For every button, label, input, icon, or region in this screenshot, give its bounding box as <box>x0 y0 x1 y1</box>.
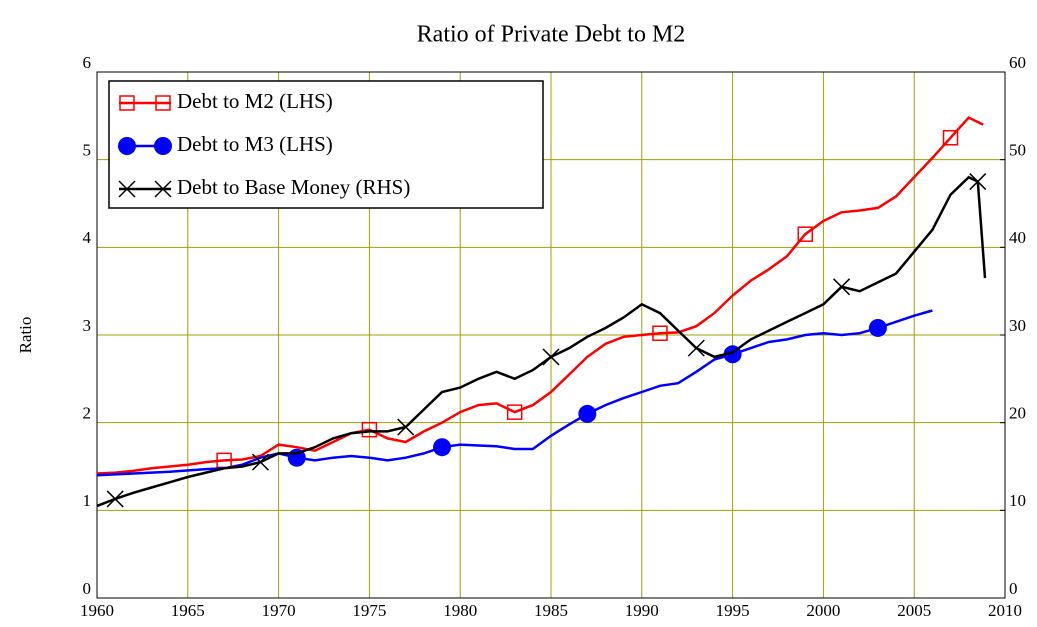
plot-frame <box>96 71 1006 599</box>
marker <box>542 348 560 366</box>
marker <box>118 180 136 198</box>
y2-tick-label: 50 <box>1009 141 1026 160</box>
y2-tick-label: 0 <box>1009 579 1018 598</box>
marker <box>119 95 135 111</box>
legend: Debt to M2 (LHS) Debt to M3 (LHS) Debt to … <box>108 80 544 209</box>
y-axis-label: Ratio <box>16 317 35 354</box>
marker <box>154 137 172 155</box>
series-line <box>96 116 984 475</box>
marker <box>106 490 124 508</box>
marker <box>942 130 959 146</box>
y2-tick-label: 40 <box>1009 228 1026 247</box>
y-tick-label: 4 <box>83 228 92 247</box>
x-tick-label: 1995 <box>716 601 750 620</box>
y-tick-label: 3 <box>83 316 92 335</box>
marker <box>155 95 171 111</box>
marker <box>797 226 813 242</box>
y-tick-label: 1 <box>83 491 92 510</box>
legend-label: Debt to M3 (LHS) <box>177 132 333 156</box>
chart-title: Ratio of Private Debt to M2 <box>417 22 686 48</box>
marker <box>154 180 172 198</box>
legend-box <box>108 80 544 209</box>
marker <box>361 421 378 438</box>
y2-tick-label: 60 <box>1009 53 1026 72</box>
x-tick-label: 1970 <box>262 601 296 620</box>
x-tick-label: 2000 <box>806 601 840 620</box>
x-tick-label: 1975 <box>352 601 386 620</box>
y2-tick-label: 20 <box>1009 404 1026 423</box>
x-tick-label: 1985 <box>534 601 568 620</box>
y-tick-label: 5 <box>83 141 92 160</box>
x-tick-label: 1960 <box>80 601 114 620</box>
marker <box>868 318 887 337</box>
y2-tick-label: 10 <box>1009 491 1026 510</box>
y-tick-label: 0 <box>83 579 92 598</box>
y-tick-label: 6 <box>83 53 92 72</box>
x-tick-label: 2010 <box>988 601 1022 620</box>
marker <box>687 339 705 357</box>
marker <box>578 404 597 423</box>
y2-tick-label: 30 <box>1009 316 1026 335</box>
x-tick-label: 1990 <box>625 601 659 620</box>
legend-label: Debt to Base Money (RHS) <box>177 175 410 199</box>
x-tick-label: 1965 <box>171 601 205 620</box>
x-tick-label: 2005 <box>897 601 931 620</box>
legend-label: Debt to M2 (LHS) <box>177 89 333 113</box>
marker <box>833 278 851 296</box>
marker <box>251 453 269 471</box>
x-tick-label: 1980 <box>443 601 477 620</box>
marker <box>506 404 523 420</box>
marker <box>969 173 987 191</box>
marker <box>652 325 668 341</box>
marker <box>433 438 452 457</box>
marker <box>118 137 136 155</box>
marker <box>397 418 415 436</box>
y-tick-label: 2 <box>83 404 92 423</box>
series-line <box>96 175 987 508</box>
